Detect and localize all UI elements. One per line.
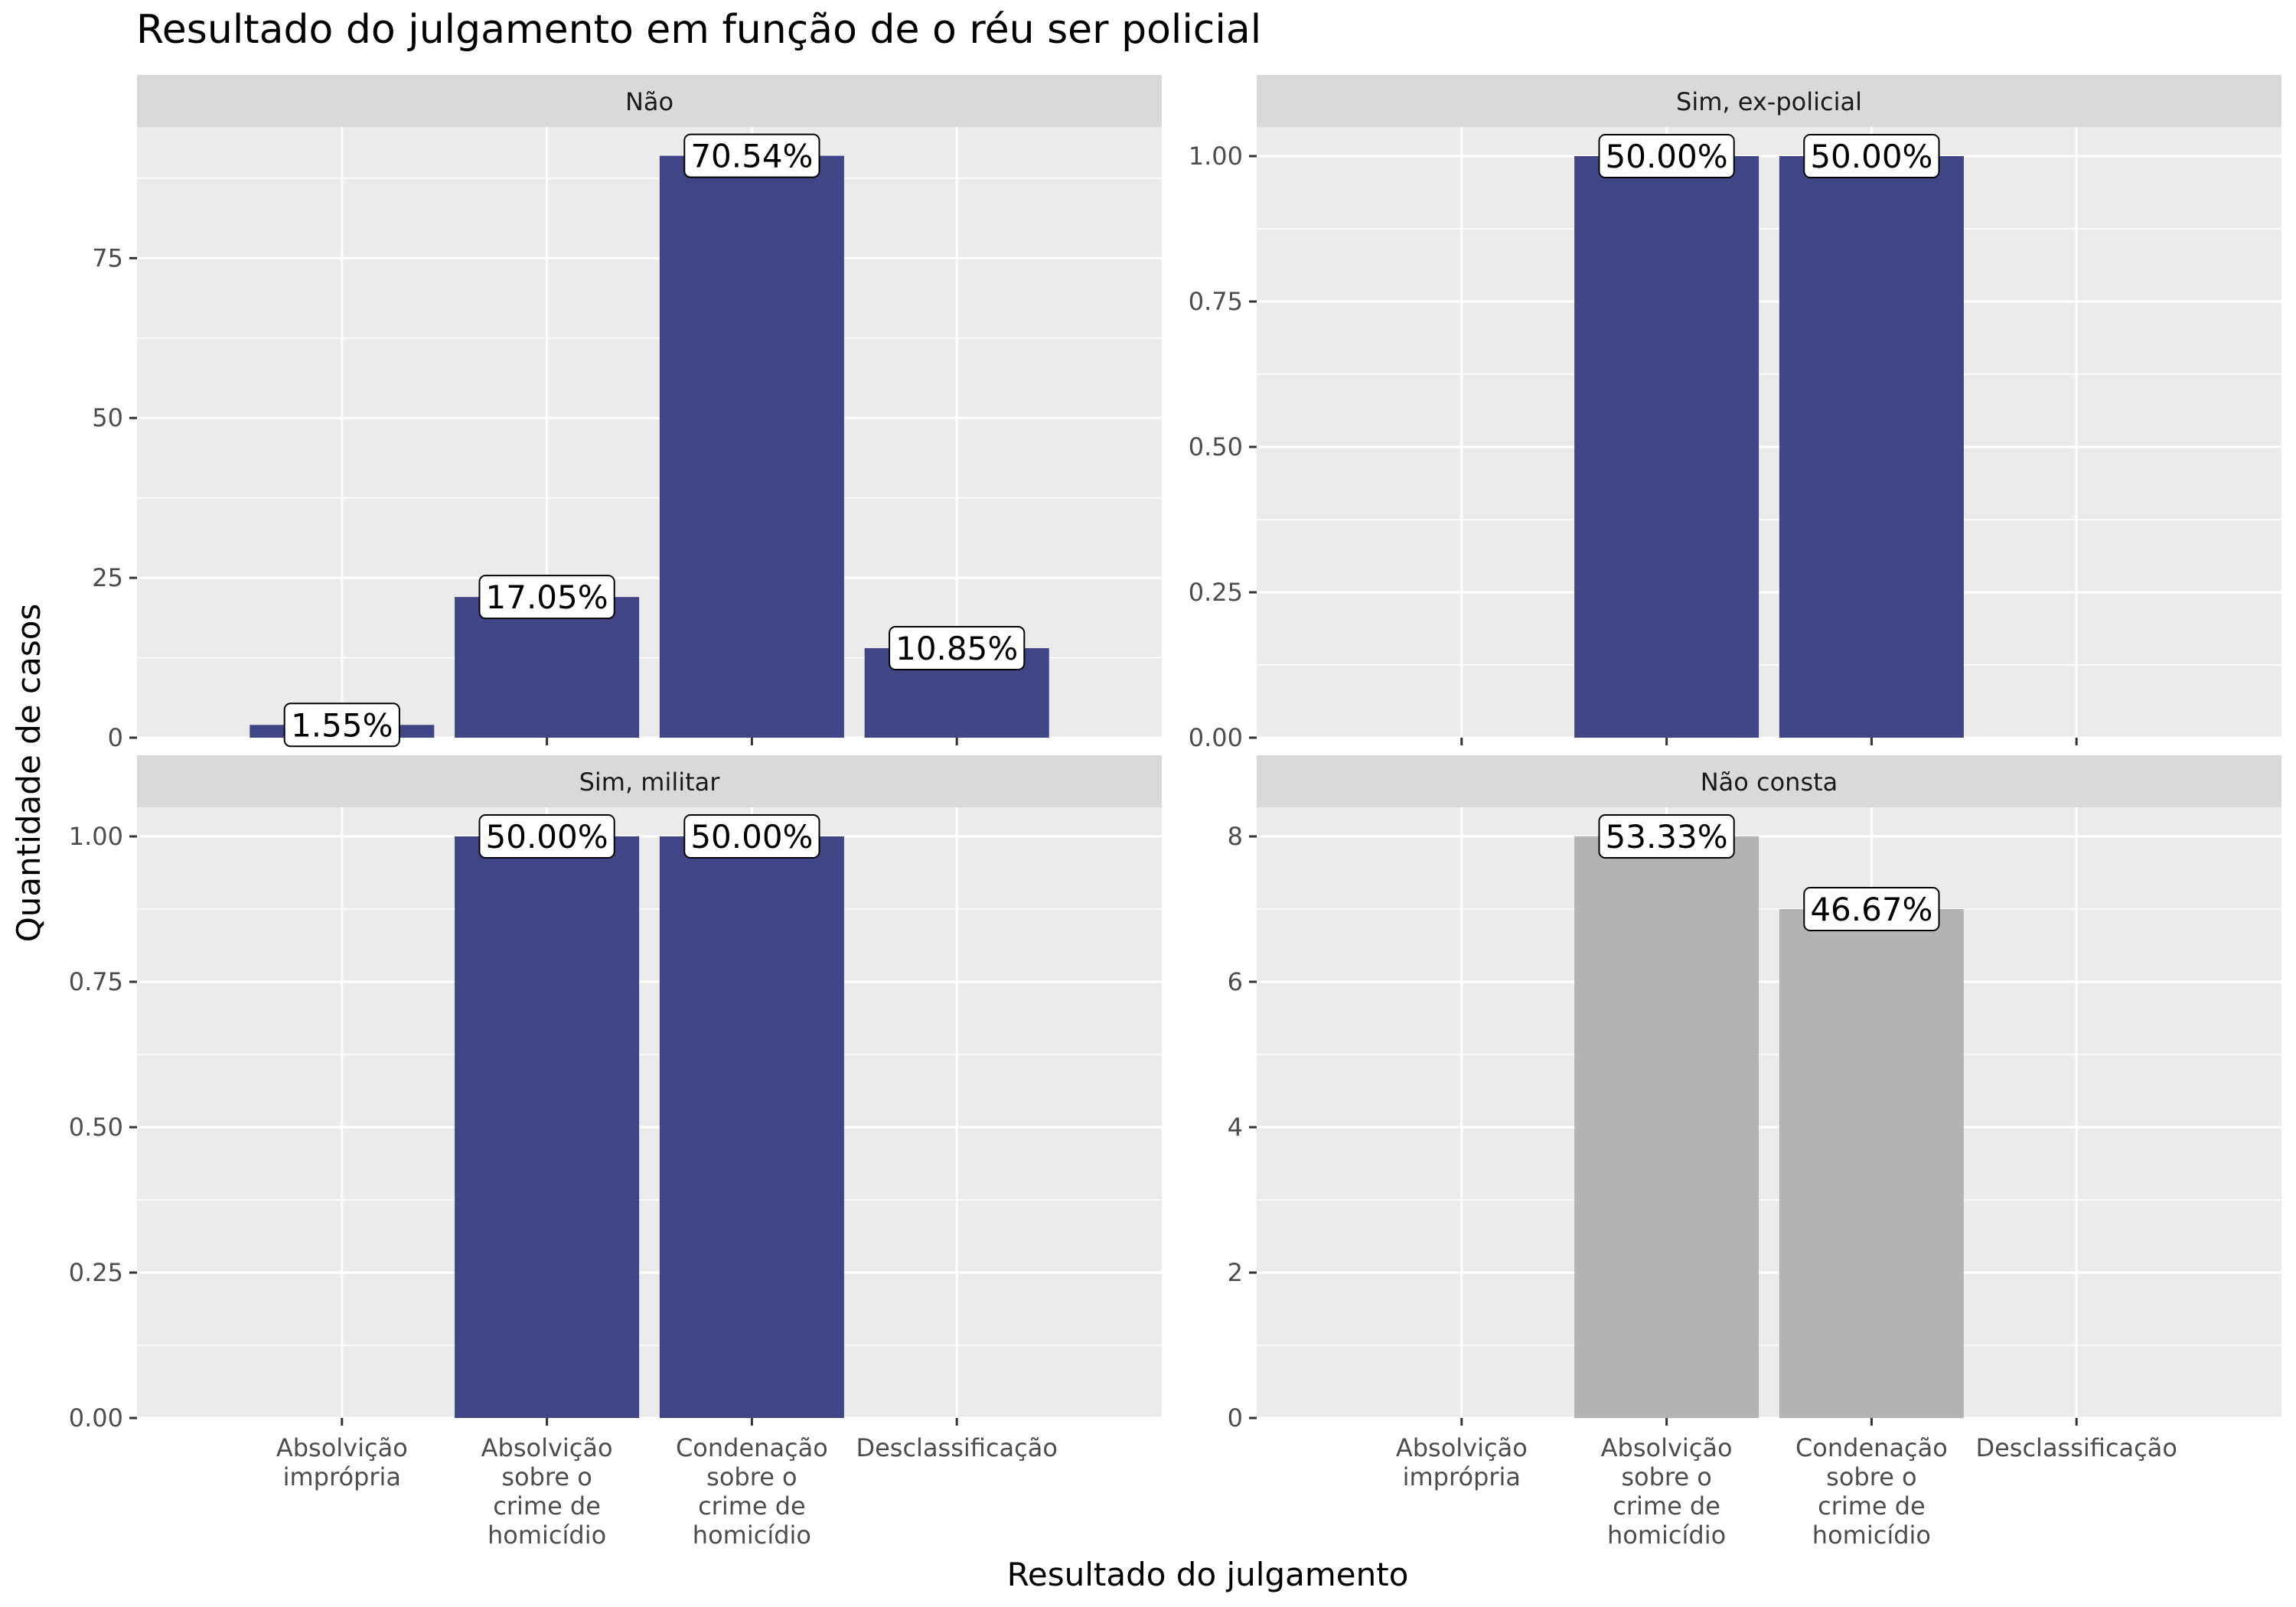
data-label-box	[683, 133, 820, 178]
x-tick-label-line: imprópria	[1403, 1462, 1521, 1491]
data-label: 53.33%	[1606, 818, 1728, 856]
x-axis-title: Resultado do julgamento	[1007, 1556, 1409, 1593]
y-tick-label: 75	[92, 243, 123, 272]
y-tick-label: 4	[1228, 1113, 1243, 1142]
y-tick-label: 0	[108, 723, 123, 752]
bar-sim-militar-3	[659, 836, 844, 1418]
chart-title: Resultado do julgamento em função de o r…	[136, 7, 1261, 53]
bar-nao-consta-2	[1574, 836, 1760, 1418]
y-tick-label: 0.25	[69, 1258, 123, 1287]
facet-strip-nao-consta	[1257, 755, 2281, 807]
data-label: 10.85%	[895, 630, 1018, 667]
data-label-box	[1803, 134, 1940, 178]
y-tick-label: 25	[92, 563, 123, 592]
x-tick-label-line: Condenação	[1795, 1433, 1948, 1462]
facet-strip-label: Sim, militar	[579, 768, 721, 797]
x-tick-label: Absolvição sobre o crime de homicídio	[1601, 1433, 1733, 1550]
x-tick-label-line: homicídio	[488, 1521, 606, 1550]
x-tick-label-line: sobre o	[706, 1462, 797, 1491]
x-tick-label-line: crime de	[1818, 1491, 1926, 1521]
y-tick-label: 0.75	[1189, 287, 1243, 316]
x-tick-label: Desclassificação	[1975, 1433, 2177, 1462]
facet-strip-sim-militar	[137, 755, 1162, 807]
bar-sim-ex-policial-2	[1574, 156, 1760, 738]
y-tick-label: 0	[1228, 1403, 1243, 1433]
panel-nao: Não 0 25 50 75 1.55% 17.05% 70.54% 10.85%	[92, 75, 1162, 752]
x-tick-label-line: homicídio	[1607, 1521, 1726, 1550]
facet-strip-label: Sim, ex-policial	[1676, 87, 1862, 116]
facet-strip-label: Não	[625, 87, 673, 116]
x-tick-label-line: homicídio	[1812, 1521, 1931, 1550]
data-label: 50.00%	[690, 818, 813, 856]
y-tick-label: 8	[1228, 822, 1243, 851]
data-label: 50.00%	[486, 818, 608, 856]
data-label: 1.55%	[291, 706, 393, 744]
data-label: 70.54%	[690, 138, 813, 175]
x-tick-label-line: Absolvição	[1396, 1433, 1528, 1462]
data-label-box	[478, 814, 615, 859]
y-tick-label: 0.00	[1189, 723, 1243, 752]
panel-background	[1257, 807, 2281, 1418]
data-label-box	[683, 814, 820, 859]
y-tick-label: 6	[1228, 967, 1243, 996]
x-tick-label-line: Desclassificação	[1975, 1433, 2177, 1462]
y-tick-label: 0.75	[69, 967, 123, 996]
facet-strip-label: Não consta	[1701, 768, 1838, 797]
data-label-box	[1803, 887, 1940, 931]
facet-strip-sim-ex-policial	[1257, 75, 2281, 127]
y-tick-label: 0.00	[69, 1403, 123, 1433]
x-tick-label-line: homicídio	[693, 1521, 811, 1550]
facet-strip-nao	[137, 75, 1162, 127]
y-tick-label: 0.50	[69, 1113, 123, 1142]
bar-nao-2	[455, 597, 640, 738]
x-tick-label-line: Absolvição	[276, 1433, 408, 1462]
x-tick-label-line: Absolvição	[481, 1433, 613, 1462]
y-tick-label: 1.00	[69, 822, 123, 851]
bar-sim-militar-2	[455, 836, 640, 1418]
x-tick-label-line: crime de	[1613, 1491, 1720, 1521]
x-tick-label-line: imprópria	[283, 1462, 401, 1491]
data-label-box	[889, 626, 1026, 671]
bar-nao-consta-3	[1779, 909, 1964, 1418]
data-label-box	[1598, 814, 1735, 859]
data-label: 50.00%	[1606, 138, 1728, 175]
y-tick-label: 1.00	[1189, 142, 1243, 171]
x-tick-label: Absolvição sobre o crime de homicídio	[481, 1433, 613, 1550]
x-tick-label-line: crime de	[698, 1491, 806, 1521]
panel-sim-ex-policial: Sim, ex-policial 0.00 0.25 0.50 0.75 1.00 50.0…	[1189, 75, 2281, 752]
y-axis-title: Quantidade de casos	[10, 604, 47, 943]
data-label: 50.00%	[1810, 138, 1932, 175]
x-tick-label-line: Absolvição	[1601, 1433, 1733, 1462]
x-tick-label: Condenação sobre o crime de homicídio	[1795, 1433, 1948, 1550]
bar-nao-3	[659, 155, 844, 738]
x-tick-label: Condenação sobre o crime de homicídio	[676, 1433, 828, 1550]
x-tick-label-line: sobre o	[1826, 1462, 1916, 1491]
panels-layer: Não 0 25 50 75 1.55% 17.05% 70.54% 10.85% Sim, ex…	[69, 75, 2281, 1550]
data-label-box	[283, 702, 400, 748]
x-tick-label-line: Condenação	[676, 1433, 828, 1462]
panel-background	[1257, 127, 2281, 738]
panel-sim-militar: Sim, militar 0.00 0.25 0.50 0.75 1.00 Absolviç…	[69, 755, 1162, 1550]
y-tick-label: 50	[92, 403, 123, 432]
data-label-box	[478, 575, 615, 620]
data-label: 46.67%	[1810, 891, 1932, 928]
data-label-box	[1598, 134, 1735, 178]
data-label: 17.05%	[486, 579, 608, 616]
x-tick-label: Absolvição imprópria	[276, 1433, 408, 1491]
x-tick-label: Absolvição imprópria	[1396, 1433, 1528, 1491]
bar-sim-ex-policial-3	[1779, 156, 1964, 738]
x-tick-label-line: sobre o	[1621, 1462, 1711, 1491]
x-tick-label-line: Desclassificação	[856, 1433, 1057, 1462]
x-tick-label: Desclassificação	[856, 1433, 1057, 1462]
y-tick-label: 2	[1228, 1258, 1243, 1287]
panel-background	[137, 807, 1162, 1418]
x-tick-label-line: sobre o	[501, 1462, 592, 1491]
y-tick-label: 0.50	[1189, 432, 1243, 461]
y-tick-label: 0.25	[1189, 578, 1243, 607]
x-tick-label-line: crime de	[493, 1491, 601, 1521]
